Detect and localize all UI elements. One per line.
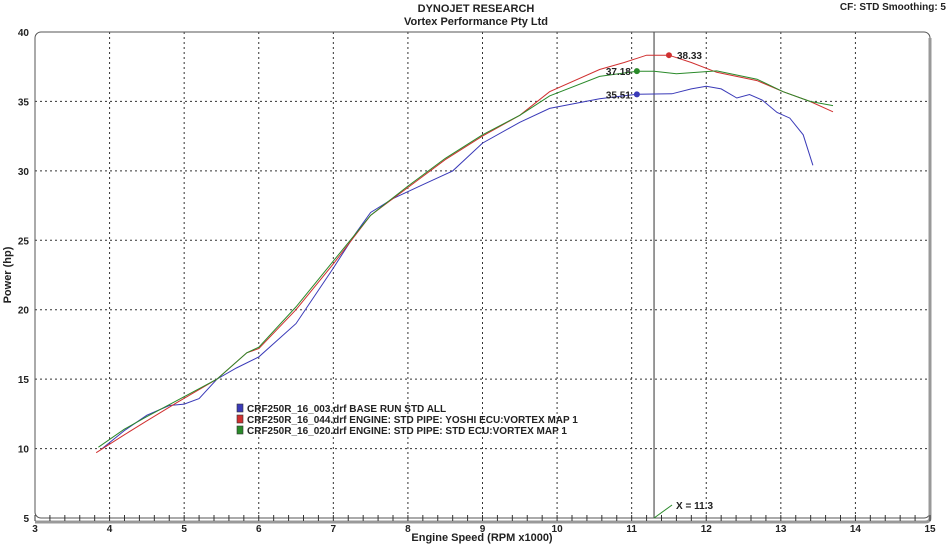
- x-tick-label: 4: [107, 524, 113, 535]
- x-tick-label: 3: [32, 524, 38, 535]
- peak-marker-blue[interactable]: [633, 91, 640, 98]
- chart-title: DYNOJET RESEARCH: [418, 3, 535, 15]
- chart-subtitle: Vortex Performance Pty Ltd: [404, 16, 548, 28]
- x-tick-label: 8: [405, 524, 411, 535]
- peak-marker-green[interactable]: [633, 68, 640, 75]
- legend-entry[interactable]: CRF250R_16_003.drf BASE RUN STD ALL: [247, 404, 446, 415]
- grid: [35, 32, 930, 518]
- x-tick-label: 11: [626, 524, 637, 535]
- legend-entry[interactable]: CRF250R_16_044.drf ENGINE: STD PIPE: YOS…: [247, 415, 578, 426]
- cursor-pointer: [653, 504, 673, 519]
- peak-label: 37.18: [606, 67, 631, 78]
- x-tick-label: 15: [924, 524, 936, 535]
- legend[interactable]: CRF250R_16_003.drf BASE RUN STD ALLCRF25…: [236, 403, 578, 437]
- cursor-label: X = 11.3: [676, 501, 713, 512]
- frame-shadow: [35, 38, 932, 524]
- plot-frame: [34, 31, 931, 519]
- y-tick-label: 5: [23, 514, 29, 525]
- series-line-green[interactable]: [98, 70, 834, 448]
- y-tick-label: 30: [18, 167, 30, 178]
- legend-swatch-red: [236, 414, 244, 424]
- x-tick-label: 12: [701, 524, 713, 535]
- y-tick-label: 35: [18, 97, 30, 108]
- legend-entry[interactable]: CRF250R_16_020.drf ENGINE: STD PIPE: STD…: [247, 426, 567, 437]
- x-tick-label: 7: [331, 524, 337, 535]
- x-tick-label: 6: [256, 524, 262, 535]
- x-tick-label: 14: [850, 524, 862, 535]
- x-tick-label: 13: [775, 524, 787, 535]
- series-group: 35.51 38.33 37.18: [95, 51, 834, 454]
- legend-swatch-blue: [236, 403, 244, 413]
- y-tick-label: 40: [18, 28, 30, 39]
- axes: 3 4 5 6 7 8 9 10 11 12 13 14 15 5 10 15 20 25 30 35 40: [18, 28, 936, 535]
- series-line-red[interactable]: [95, 54, 834, 454]
- x-tick-label: 9: [480, 524, 486, 535]
- settings-readout: CF: STD Smoothing: 5: [840, 2, 947, 13]
- x-axis-label: Engine Speed (RPM x1000): [411, 532, 553, 544]
- peak-label: 38.33: [677, 51, 702, 62]
- peak-label: 35.51: [606, 90, 631, 101]
- y-tick-label: 20: [18, 306, 30, 317]
- y-tick-label: 15: [18, 375, 30, 386]
- legend-swatch-green: [236, 425, 244, 435]
- y-tick-label: 10: [18, 445, 30, 456]
- y-tick-label: 25: [18, 236, 30, 247]
- peak-marker-red[interactable]: [665, 52, 672, 59]
- x-tick-label: 10: [552, 524, 564, 535]
- y-axis-label: Power (hp): [2, 246, 14, 303]
- series-line-blue[interactable]: [101, 85, 814, 449]
- x-tick-label: 5: [181, 524, 187, 535]
